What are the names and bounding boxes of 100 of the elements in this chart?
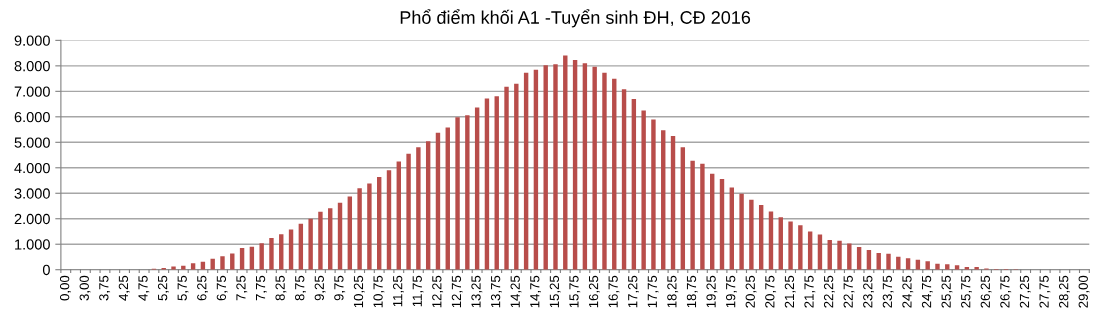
bar [680,147,686,270]
x-tick-label: 10,25 [353,275,365,308]
x-tick-label: 19,75 [725,275,737,308]
x-tick-label: 20,25 [745,275,757,308]
x-tick-label: 29,00 [1078,275,1090,308]
bar [328,208,333,270]
x-tick-label: 4,25 [118,275,130,301]
bar [543,65,548,270]
x-tick-label: 26,25 [980,275,992,308]
y-tick-label: 6.000 [14,111,50,123]
bar [425,141,431,270]
x-tick-label: 11,75 [412,275,424,307]
x-tick-label: 25,75 [961,275,972,308]
x-tick-label: 27,25 [1019,275,1031,308]
bar [563,55,568,270]
bar [406,153,411,270]
chart-title: Phổ điểm khối A1 -Tuyển sinh ĐH, CĐ 2016 [400,9,751,28]
x-tick-label: 15,25 [549,275,561,308]
bar [719,179,725,270]
bar [171,266,176,270]
bar [670,135,676,270]
x-tick-label: 17,25 [628,275,639,308]
bar [347,196,353,270]
bar [465,115,470,270]
x-tick-label: 16,75 [608,275,620,308]
x-tick-label: 24,75 [921,275,933,308]
x-tick-label: 3,75 [99,275,111,301]
bar [367,183,372,270]
bar [778,217,783,270]
x-tick-label: 6,25 [197,275,208,301]
bar [886,253,891,270]
bar [758,205,764,270]
x-tick-label: 13,75 [490,275,502,308]
bar [484,98,490,270]
x-tick-label: 21,25 [784,275,796,308]
x-tick-label: 16,25 [588,275,600,308]
y-tick-label: 2.000 [14,213,50,225]
bar [788,221,793,270]
bar [729,187,734,270]
bar [445,127,450,270]
x-tick-label: 23,25 [863,275,875,308]
x-tick-label: 11,25 [392,275,404,307]
x-tick-label: 14,75 [530,275,542,308]
bar [582,63,588,270]
x-tick-label: 24,25 [902,275,914,308]
x-tick-label: 9,75 [334,275,346,301]
bar [925,261,930,270]
x-tick-label: 21,75 [804,275,816,308]
bar [386,170,392,270]
bar [641,110,646,270]
y-tick-label: 9.000 [14,35,50,46]
bar [504,86,509,270]
bar [210,258,215,270]
x-tick-label: 7,75 [256,275,267,301]
x-tick-label: 17,75 [647,275,659,308]
bar [661,130,666,270]
bar [612,78,617,270]
bar [259,243,264,270]
bar [768,211,774,270]
bar [474,107,480,270]
x-tick-label: 5,75 [177,275,189,301]
y-tick-label: 0 [42,264,50,276]
x-tick-label: 19,25 [706,275,718,308]
bar [220,256,225,270]
y-tick-label: 5.000 [14,137,50,148]
x-tick-label: 23,75 [882,275,894,308]
x-tick-label: 6,75 [216,275,228,301]
x-tick-label: 14,25 [510,275,522,308]
x-tick-label: 0,00 [59,275,71,301]
bar [279,234,284,270]
bar [396,161,401,270]
bar [847,243,852,270]
x-tick-label: 26,75 [1000,275,1012,308]
x-tick-label: 20,75 [765,275,777,308]
y-tick-label: 3.000 [14,188,50,199]
y-tick-label: 7.000 [14,86,50,97]
bar [651,119,656,270]
bar [514,83,519,270]
y-tick-label: 8.000 [14,60,50,72]
bar [621,89,627,270]
bar [837,240,842,270]
x-tick-label: 22,25 [823,275,835,308]
bar [523,72,529,270]
bar [435,132,441,270]
bar [455,117,460,270]
bar [416,147,421,270]
x-tick-label: 28,25 [1059,275,1070,308]
x-tick-label: 12,25 [432,275,444,308]
x-tick-label: 15,75 [569,275,581,308]
bar [377,177,382,270]
x-tick-label: 10,75 [373,275,385,308]
x-tick-label: 12,75 [451,275,463,308]
x-tick-label: 7,25 [236,275,248,301]
bar [357,188,362,270]
bar [533,69,539,270]
x-tick-label: 22,75 [843,275,855,308]
bar [572,60,578,270]
bar [631,99,637,270]
bar [592,66,597,270]
x-tick-label: 27,75 [1039,275,1051,308]
